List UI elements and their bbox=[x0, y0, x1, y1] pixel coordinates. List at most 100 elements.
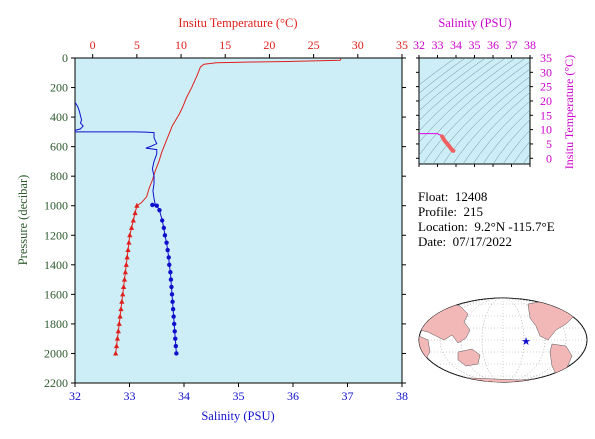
ts-contour bbox=[419, 58, 496, 121]
salinity-point bbox=[161, 225, 167, 231]
temperature-point bbox=[119, 298, 125, 304]
pressure-tick-label: 1600 bbox=[44, 287, 68, 301]
date-row: Date: 07/17/2022 bbox=[418, 234, 555, 249]
salinity-point bbox=[162, 233, 168, 238]
salinity-point bbox=[168, 277, 174, 282]
pressure-tick-label: 600 bbox=[50, 140, 68, 154]
ts-contour bbox=[419, 58, 506, 132]
ts-salinity-tick-label: 34 bbox=[450, 38, 462, 52]
map-meridian bbox=[460, 298, 546, 382]
temperature-point bbox=[124, 254, 130, 260]
temperature-tick-label: 20 bbox=[263, 38, 275, 52]
salinity-axis-title: Salinity (PSU) bbox=[201, 409, 274, 423]
ts-salinity-tick-label: 35 bbox=[469, 38, 481, 52]
ts-contour bbox=[442, 76, 530, 164]
float-label: Float: bbox=[418, 189, 449, 204]
date-value: 07/17/2022 bbox=[452, 234, 512, 249]
temperature-tick-label: 25 bbox=[308, 38, 320, 52]
ts-temperature-axis-title: Insitu Temperature (°C) bbox=[562, 55, 576, 169]
ts-contour bbox=[422, 61, 530, 164]
ts-temperature-tick-label: 25 bbox=[540, 80, 552, 94]
ts-temperature-tick-label: 35 bbox=[540, 51, 552, 65]
salinity-tick-label: 33 bbox=[124, 389, 136, 403]
salinity-line bbox=[75, 102, 158, 206]
location-label: Location: bbox=[418, 219, 468, 234]
salinity-point bbox=[171, 314, 176, 319]
float-row: Float: 12408 bbox=[418, 189, 555, 204]
ts-salinity-tick-label: 36 bbox=[487, 38, 499, 52]
salinity-point bbox=[171, 321, 177, 327]
profile-label: Profile: bbox=[418, 204, 457, 219]
ts-contour bbox=[419, 58, 526, 156]
temperature-tick-label: 35 bbox=[396, 38, 408, 52]
salinity-tick-label: 37 bbox=[342, 389, 354, 403]
temperature-line bbox=[136, 58, 342, 207]
pressure-axis-title: Pressure (decibar) bbox=[16, 175, 30, 266]
profile-plot-area bbox=[74, 57, 403, 384]
temperature-tick-label: 5 bbox=[134, 38, 140, 52]
temperature-point bbox=[122, 269, 128, 275]
ts-contour bbox=[419, 58, 476, 103]
temperature-point bbox=[113, 343, 120, 349]
ts-contour bbox=[512, 140, 530, 164]
salinity-tick-label: 36 bbox=[287, 389, 299, 403]
ts-salinity-tick-label: 33 bbox=[432, 38, 444, 52]
temperature-tick-label: 15 bbox=[219, 38, 231, 52]
ts-temperature-tick-label: 10 bbox=[540, 123, 552, 137]
salinity-point bbox=[167, 262, 172, 268]
date-label: Date: bbox=[418, 234, 447, 249]
salinity-point bbox=[160, 218, 165, 223]
salinity-tick-label: 34 bbox=[178, 389, 190, 403]
ts-contour bbox=[482, 109, 530, 164]
salinity-tick-label: 35 bbox=[233, 389, 245, 403]
ts-contour bbox=[492, 119, 530, 164]
float-info-panel: Float: 12408 Profile: 215 Location: 9.2°… bbox=[418, 189, 555, 249]
pressure-tick-label: 1200 bbox=[44, 228, 68, 242]
salinity-tick-label: 32 bbox=[69, 389, 81, 403]
ts-temperature-tick-label: 5 bbox=[546, 137, 552, 151]
salinity-point bbox=[173, 336, 178, 341]
salinity-deep-line bbox=[152, 204, 177, 354]
temperature-point bbox=[121, 276, 128, 282]
ts-salinity-axis-title: Salinity (PSU) bbox=[438, 16, 511, 30]
profile-series bbox=[75, 58, 342, 356]
pressure-tick-label: 800 bbox=[50, 169, 68, 183]
ts-contour bbox=[419, 58, 456, 86]
temperature-point bbox=[130, 217, 136, 223]
temperature-point bbox=[134, 202, 140, 208]
ts-temperature-tick-label: 15 bbox=[540, 108, 552, 122]
salinity-point bbox=[169, 284, 174, 290]
pressure-tick-label: 1000 bbox=[44, 199, 68, 213]
temperature-point bbox=[115, 328, 121, 334]
ts-series bbox=[419, 133, 456, 153]
temperature-point bbox=[125, 247, 131, 253]
pressure-tick-label: 1800 bbox=[44, 317, 68, 331]
world-location-map: ★ bbox=[418, 297, 588, 383]
profile-id: 215 bbox=[463, 204, 484, 219]
ts-contour bbox=[419, 58, 486, 112]
temperature-point bbox=[128, 224, 135, 230]
salinity-point bbox=[164, 240, 169, 245]
ts-salinity-tick-label: 32 bbox=[413, 38, 425, 52]
ts-contour bbox=[452, 83, 530, 164]
temperature-point bbox=[132, 210, 138, 216]
pressure-tick-label: 2000 bbox=[44, 346, 68, 360]
ts-contour bbox=[462, 92, 530, 164]
ts-contour bbox=[432, 68, 530, 164]
salinity-point bbox=[174, 351, 179, 356]
ts-density-contours bbox=[419, 58, 530, 164]
float-id: 12408 bbox=[454, 189, 488, 204]
ts-contour bbox=[502, 129, 530, 164]
ts-contour bbox=[472, 100, 530, 164]
ts-temperature-tick-label: 0 bbox=[546, 151, 552, 165]
float-location-star-icon: ★ bbox=[521, 336, 531, 348]
salinity-point bbox=[172, 329, 177, 334]
salinity-point bbox=[154, 203, 159, 208]
salinity-point bbox=[157, 207, 162, 213]
salinity-point bbox=[170, 306, 176, 312]
temperature-tick-label: 10 bbox=[175, 38, 187, 52]
location-value: 9.2°N -115.7°E bbox=[474, 219, 555, 234]
salinity-point bbox=[170, 299, 175, 304]
temperature-tick-label: 0 bbox=[90, 38, 96, 52]
